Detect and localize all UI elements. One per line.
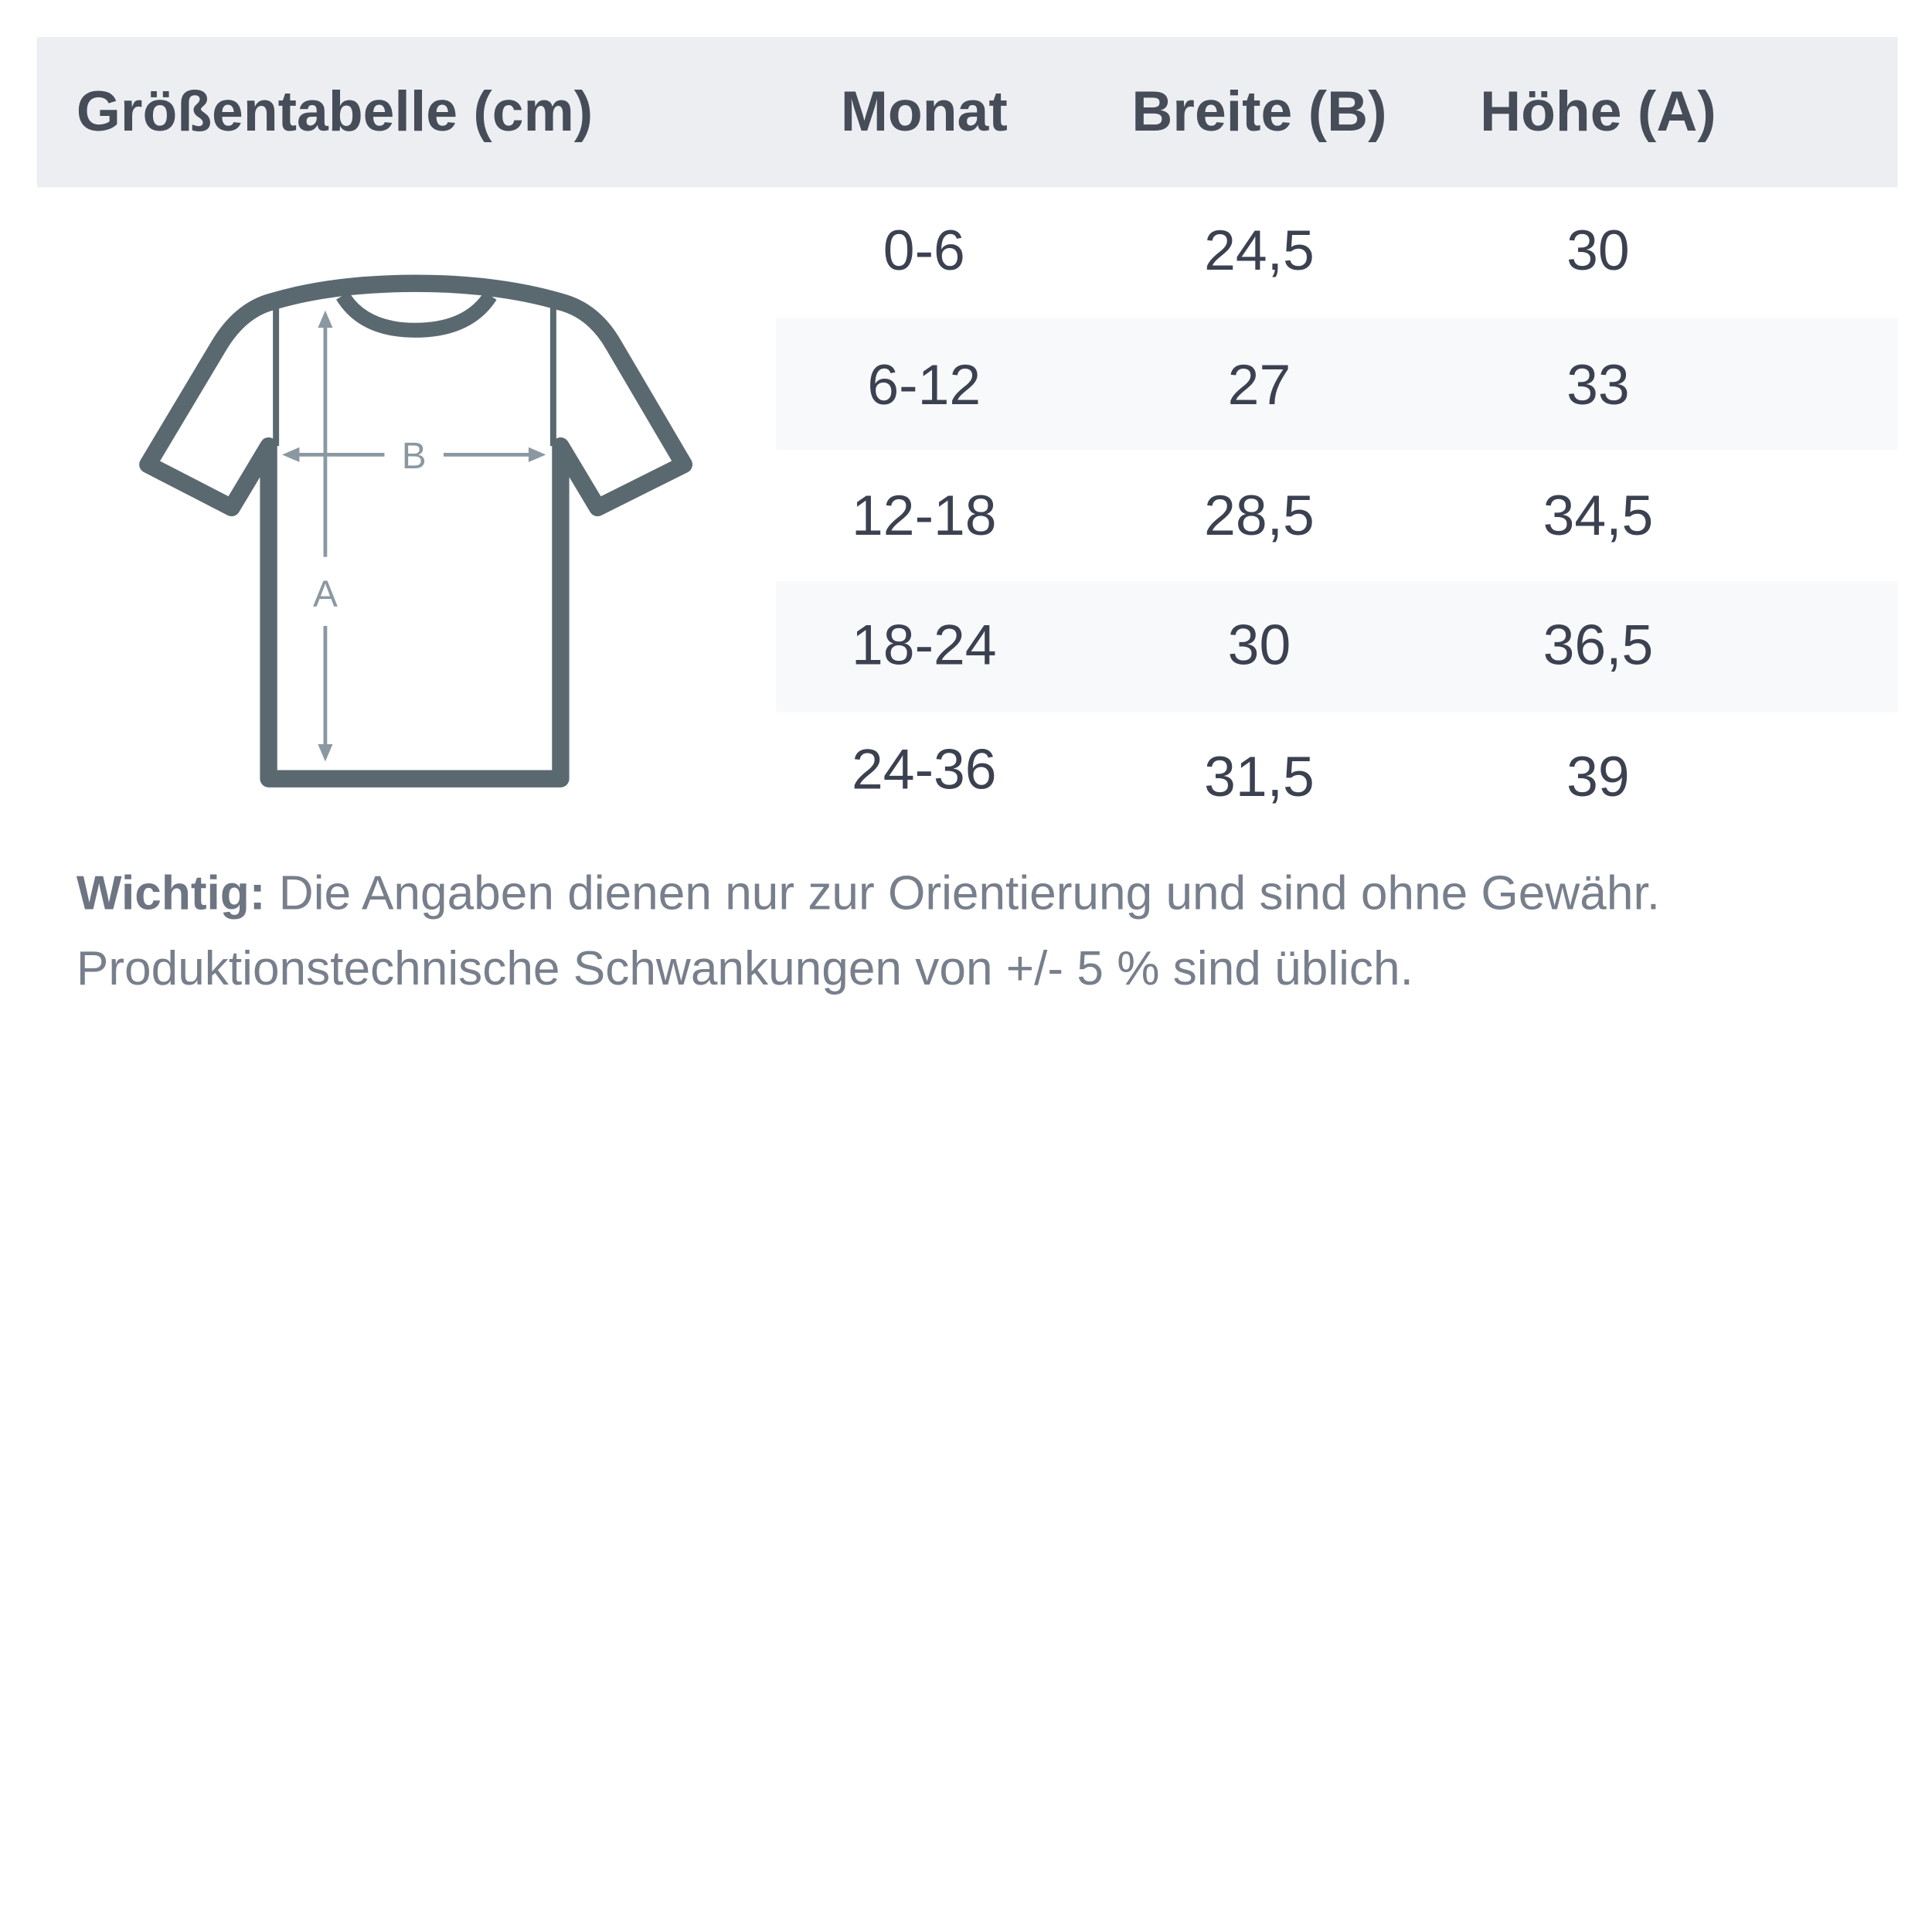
table-row: 18-24 30 36,5 [776,581,1898,713]
cell-month: 24-36 [852,736,997,801]
cell-month: 12-18 [852,483,997,547]
width-label: B [402,436,427,477]
cell-month: 6-12 [867,352,981,417]
table-header [36,36,1898,188]
tshirt-measurement-icon: B A [139,274,693,787]
cell-height: 30 [1566,218,1630,283]
note-line-2: Produktionstechnische Schwankungen von +… [76,942,1413,996]
cell-width: 30 [1227,612,1291,677]
column-header-month: Monat [840,79,1008,143]
table-row: 0-6 24,5 30 [776,187,1897,318]
cell-width: 27 [1227,352,1291,417]
cell-height: 39 [1566,744,1630,808]
cell-width: 31,5 [1204,744,1315,808]
cell-month: 18-24 [852,612,997,677]
table-row: 6-12 27 33 [776,318,1898,450]
cell-width: 28,5 [1204,483,1315,547]
note-text: Die Angaben dienen nur zur Orientierung … [265,867,1661,921]
note-line-1: Wichtig: Die Angaben dienen nur zur Orie… [77,865,1660,924]
cell-height: 33 [1566,352,1630,417]
cell-width: 24,5 [1204,218,1315,283]
column-header-height: Höhe (A) [1480,79,1716,143]
note-bold: Wichtig: [76,867,266,921]
height-label: A [313,573,338,614]
cell-height: 34,5 [1543,483,1654,547]
table-row: 24-36 31,5 39 [776,713,1897,838]
cell-height: 36,5 [1543,612,1654,677]
column-header-width: Breite (B) [1131,79,1387,143]
table-title: Größentabelle (cm) [76,79,594,143]
cell-month: 0-6 [883,218,965,283]
table-row: 12-18 28,5 34,5 [776,450,1897,582]
